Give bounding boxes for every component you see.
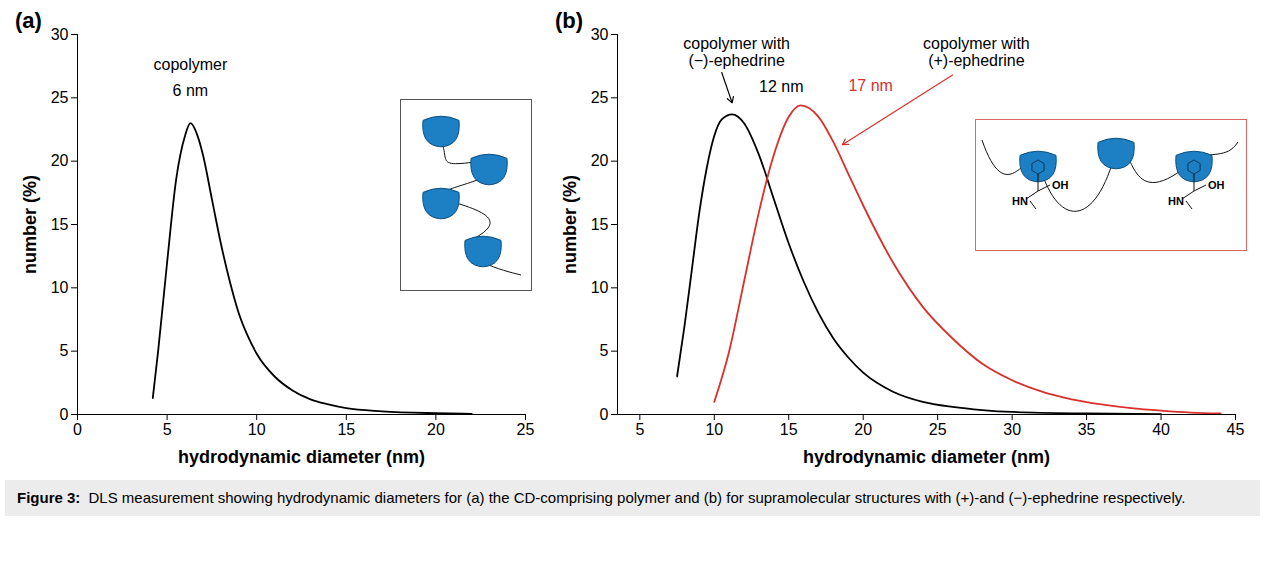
svg-text:30: 30 bbox=[51, 26, 69, 43]
svg-text:15: 15 bbox=[337, 421, 355, 438]
svg-text:30: 30 bbox=[591, 26, 609, 43]
html-text:(b): (b) bbox=[555, 8, 584, 33]
svg-text:15: 15 bbox=[51, 216, 69, 233]
svg-text:hydrodynamic diameter (nm): hydrodynamic diameter (nm) bbox=[803, 447, 1050, 467]
svg-text:25: 25 bbox=[517, 421, 535, 438]
svg-text:40: 40 bbox=[1152, 421, 1170, 438]
svg-text:hydrodynamic diameter (nm): hydrodynamic diameter (nm) bbox=[178, 447, 425, 467]
svg-text:copolymer with(−)-ephedrine: copolymer with(−)-ephedrine bbox=[683, 35, 790, 69]
svg-text:5: 5 bbox=[60, 342, 69, 359]
html-text:Figure 3: DLS measurement show: Figure 3: DLS measurement showing hydrod… bbox=[17, 489, 1186, 506]
svg-text:number (%): number (%) bbox=[560, 175, 580, 274]
svg-text:17 nm: 17 nm bbox=[848, 77, 892, 94]
svg-text:5: 5 bbox=[163, 421, 172, 438]
svg-text:20: 20 bbox=[427, 421, 445, 438]
svg-text:45: 45 bbox=[1227, 421, 1245, 438]
svg-text:HN: HN bbox=[1168, 195, 1184, 207]
svg-text:OH: OH bbox=[1052, 179, 1069, 191]
svg-text:5: 5 bbox=[600, 342, 609, 359]
svg-text:25: 25 bbox=[51, 89, 69, 106]
svg-text:35: 35 bbox=[1078, 421, 1096, 438]
svg-text:20: 20 bbox=[51, 152, 69, 169]
svg-text:5: 5 bbox=[635, 421, 644, 438]
svg-text:30: 30 bbox=[1003, 421, 1021, 438]
svg-text:10: 10 bbox=[705, 421, 723, 438]
svg-text:number (%): number (%) bbox=[20, 175, 40, 274]
svg-text:OH: OH bbox=[1208, 179, 1225, 191]
svg-text:0: 0 bbox=[73, 421, 82, 438]
svg-text:15: 15 bbox=[780, 421, 798, 438]
svg-text:15: 15 bbox=[591, 216, 609, 233]
svg-text:10: 10 bbox=[591, 279, 609, 296]
svg-text:HN: HN bbox=[1012, 195, 1028, 207]
svg-text:6 nm: 6 nm bbox=[173, 82, 209, 99]
svg-text:0: 0 bbox=[60, 406, 69, 423]
svg-text:25: 25 bbox=[591, 89, 609, 106]
svg-text:copolymer: copolymer bbox=[153, 56, 227, 73]
svg-text:12 nm: 12 nm bbox=[759, 78, 803, 95]
svg-text:25: 25 bbox=[929, 421, 947, 438]
svg-text:10: 10 bbox=[51, 279, 69, 296]
svg-text:copolymer with(+)-ephedrine: copolymer with(+)-ephedrine bbox=[923, 35, 1030, 69]
svg-text:20: 20 bbox=[854, 421, 872, 438]
svg-text:0: 0 bbox=[600, 406, 609, 423]
svg-text:20: 20 bbox=[591, 152, 609, 169]
svg-text:10: 10 bbox=[248, 421, 266, 438]
html-text:(a): (a) bbox=[15, 8, 42, 33]
